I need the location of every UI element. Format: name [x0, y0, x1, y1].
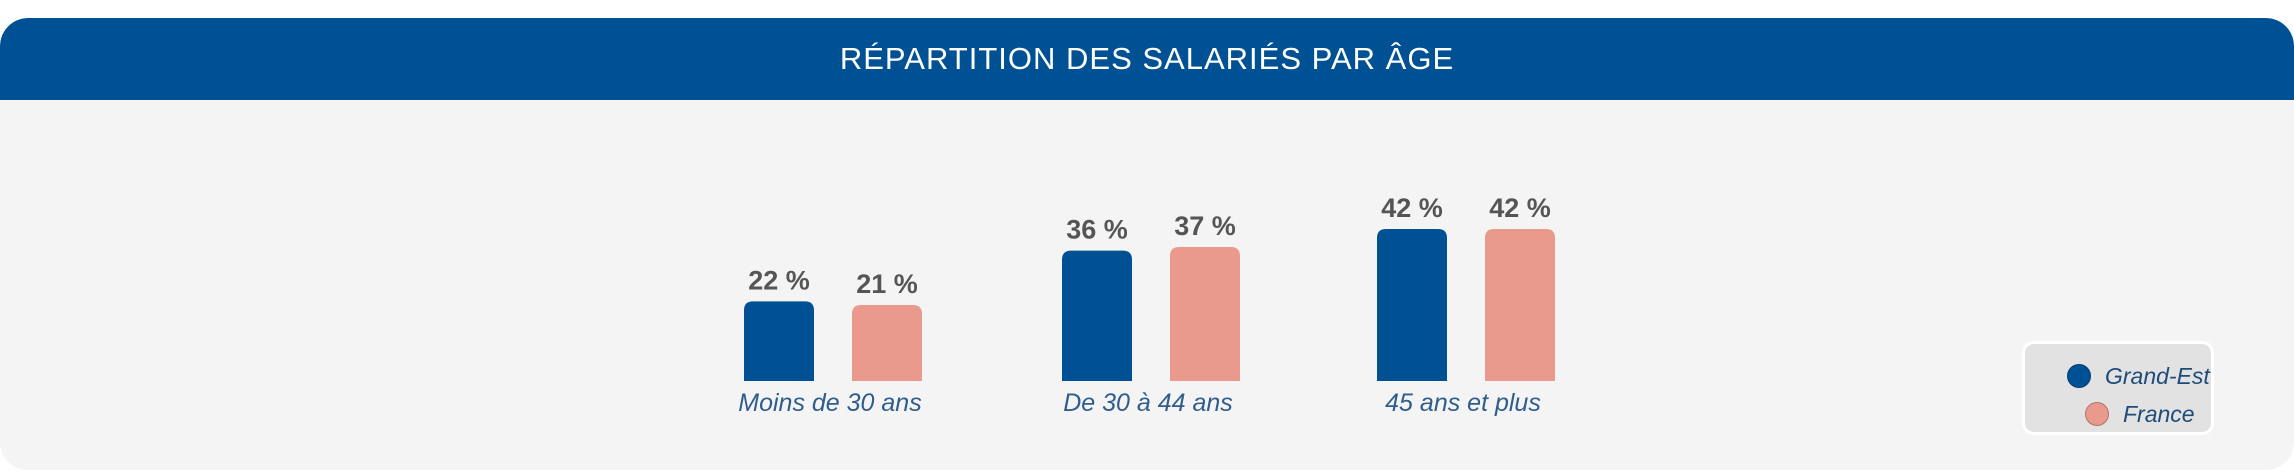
data-label-france-1: 37 %: [1174, 211, 1236, 241]
legend-swatch-france: [2085, 402, 2109, 426]
category-label-0: Moins de 30 ans: [738, 389, 921, 417]
bar-france-1: [1170, 247, 1240, 381]
chart-header: RÉPARTITION DES SALARIÉS PAR ÂGE: [0, 18, 2294, 100]
legend: Grand-Est France: [2022, 341, 2214, 435]
data-label-grand-est-1: 36 %: [1066, 215, 1128, 245]
data-label-france-0: 21 %: [856, 269, 918, 299]
legend-item-france: France: [2085, 394, 2195, 434]
category-label-1: De 30 à 44 ans: [1063, 389, 1233, 417]
data-label-grand-est-2: 42 %: [1381, 193, 1443, 223]
legend-swatch-grand-est: [2067, 364, 2091, 388]
bar-france-2: [1485, 228, 1555, 381]
bar-grand-est-1: [1062, 250, 1132, 381]
chart-panel: RÉPARTITION DES SALARIÉS PAR ÂGE: [0, 18, 2294, 470]
bar-grand-est-0: [744, 301, 814, 381]
bar-france-0: [852, 304, 922, 381]
chart-title: RÉPARTITION DES SALARIÉS PAR ÂGE: [839, 41, 1455, 76]
legend-item-grand-est: Grand-Est: [2067, 356, 2210, 396]
category-label-2: 45 ans et plus: [1385, 389, 1541, 417]
legend-label-france: France: [2123, 400, 2195, 427]
legend-label-grand-est: Grand-Est: [2105, 362, 2210, 389]
data-label-france-2: 42 %: [1489, 193, 1551, 223]
bar-grand-est-2: [1377, 228, 1447, 381]
data-label-grand-est-0: 22 %: [748, 265, 810, 295]
